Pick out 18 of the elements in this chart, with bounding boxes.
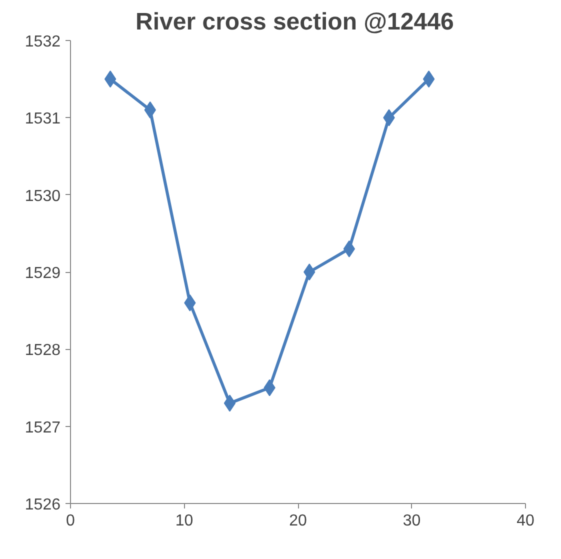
y-tick-label: 1526: [24, 496, 61, 514]
point: [343, 240, 356, 258]
y-tick-label: 1527: [24, 419, 61, 436]
point: [104, 70, 116, 88]
x-tick-label: 40: [516, 512, 534, 530]
y-tick-label: 1529: [24, 265, 61, 282]
y-tick-label: 1531: [24, 110, 61, 128]
point: [304, 264, 316, 280]
point: [224, 394, 236, 412]
point: [422, 70, 435, 88]
x-tick-label: 30: [402, 512, 421, 530]
y-tick-label: 1532: [24, 34, 61, 50]
y-tick-label: 1528: [24, 342, 61, 360]
y-tick-label: 1530: [24, 188, 61, 205]
chart-title: River cross section @12446: [136, 8, 454, 36]
x-tick-label: 0: [66, 512, 76, 530]
x-tick-label: 20: [289, 512, 307, 530]
x-tick-label: 10: [175, 512, 194, 530]
